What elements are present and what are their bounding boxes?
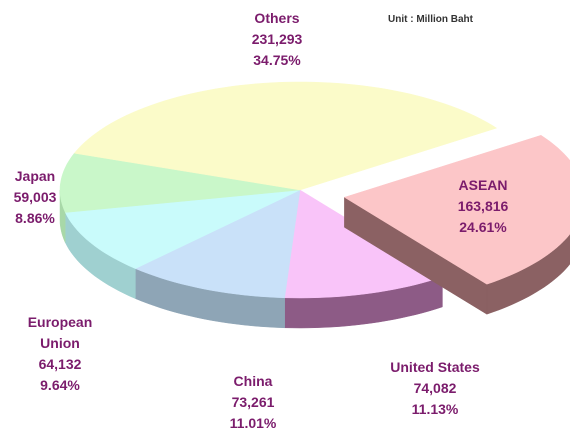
slice [73, 81, 498, 191]
percent-label: 9.64% [40, 377, 80, 393]
value-label: 73,261 [231, 394, 275, 410]
category-label: China [233, 373, 273, 389]
unit-note: Unit : Million Baht [388, 14, 473, 25]
percent-label: 11.13% [411, 401, 459, 417]
slice [64, 189, 301, 269]
slice-label: United States 74,082 11.13% [390, 357, 479, 420]
value-label: 163,816 [457, 198, 509, 214]
category-label: Japan [14, 168, 56, 184]
category-label: United States [390, 359, 480, 375]
percent-label: 8.86% [15, 210, 55, 226]
slice [343, 135, 570, 285]
percent-label: 34.75% [253, 52, 301, 68]
slice [134, 189, 301, 299]
category-label: ASEAN [458, 177, 508, 193]
value-label: 74,082 [413, 380, 457, 396]
category-label: Others [254, 10, 300, 26]
slice-label: Japan 59,003 8.86% [14, 166, 57, 229]
slice-label: Others 231,293 34.75% [252, 8, 303, 71]
slice-label: China 73,261 11.01% [230, 371, 277, 434]
category-label: European Union [27, 314, 93, 351]
slice [284, 189, 443, 299]
slice-label: ASEAN 163,816 24.61% [458, 175, 509, 238]
value-label: 59,003 [13, 189, 57, 205]
slice-side [486, 233, 570, 315]
value-label: 231,293 [251, 31, 303, 47]
value-label: 64,132 [38, 356, 82, 372]
percent-label: 24.61% [459, 219, 507, 235]
percent-label: 11.01% [229, 415, 277, 431]
slice [59, 152, 301, 213]
slice-label: European Union 64,132 9.64% [20, 312, 100, 396]
